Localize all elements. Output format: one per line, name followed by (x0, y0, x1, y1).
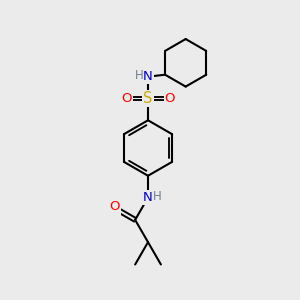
Text: O: O (165, 92, 175, 105)
Text: S: S (143, 91, 153, 106)
Text: H: H (153, 190, 161, 203)
Text: N: N (143, 191, 153, 204)
Text: H: H (135, 69, 143, 82)
Text: O: O (121, 92, 131, 105)
Text: O: O (109, 200, 119, 214)
Text: N: N (143, 70, 153, 83)
